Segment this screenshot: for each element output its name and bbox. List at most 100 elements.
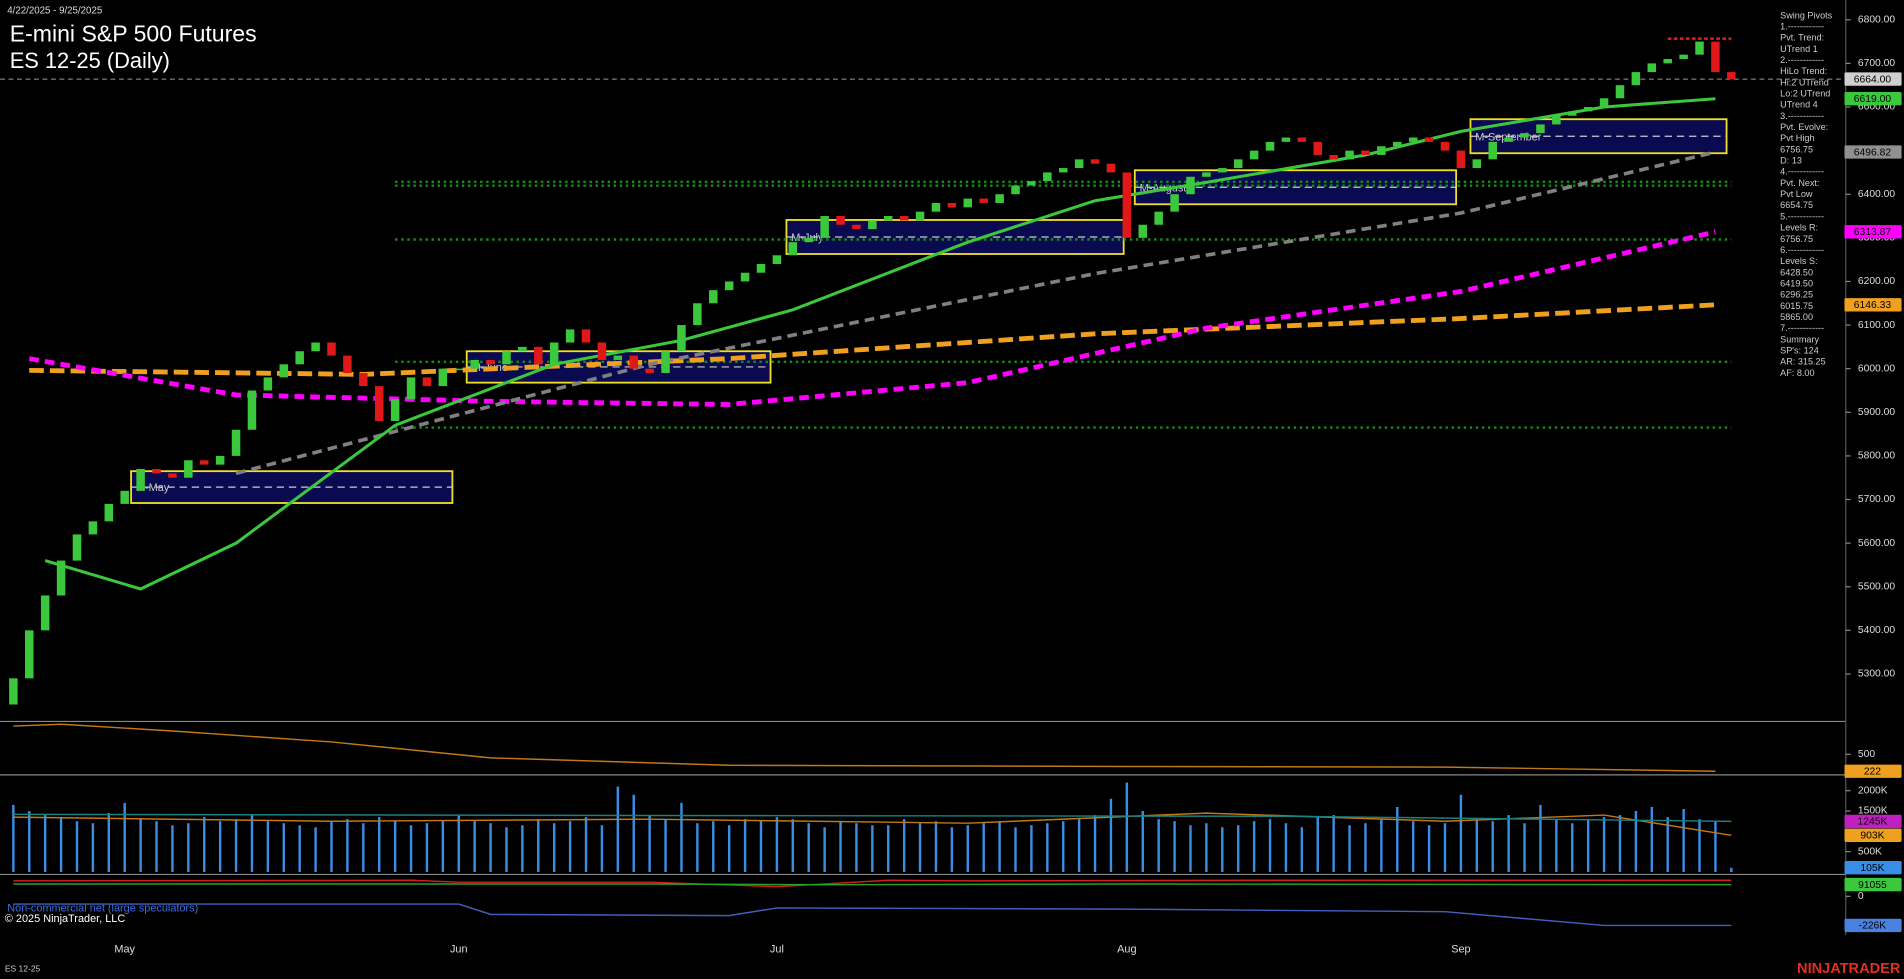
- series-line: [29, 302, 1716, 377]
- volume-bar: [1475, 819, 1479, 872]
- candle: [374, 386, 384, 422]
- volume-bar: [759, 821, 763, 872]
- candle: [1090, 159, 1100, 164]
- candle: [1043, 172, 1052, 182]
- volume-bar: [1396, 806, 1399, 872]
- candle: [438, 368, 448, 387]
- volume-bar: [1332, 815, 1335, 872]
- last-value-box: [1844, 918, 1902, 933]
- candle: [836, 216, 845, 225]
- volume-bar: [1062, 821, 1065, 872]
- info-line: 4.------------: [1780, 167, 1824, 177]
- volume-bar: [123, 802, 126, 872]
- volume-bar: [918, 823, 922, 872]
- info-line: HiLo Trend:: [1780, 66, 1827, 76]
- volume-bar: [823, 827, 826, 872]
- volume-bar: [1046, 823, 1049, 872]
- volume-bar: [1555, 819, 1558, 872]
- candle: [422, 377, 432, 387]
- volume-bar: [664, 819, 667, 872]
- candle: [963, 198, 973, 208]
- volume-bar: [1523, 823, 1526, 872]
- candle: [88, 521, 98, 535]
- y-tick-label: 6600.00: [1858, 102, 1896, 113]
- candle: [1552, 115, 1561, 125]
- candle: [868, 220, 877, 230]
- volume-bar: [1157, 819, 1160, 872]
- candle: [295, 351, 304, 365]
- candle: [406, 377, 416, 400]
- volume-bar: [1586, 819, 1590, 872]
- candle: [502, 351, 511, 365]
- cot-label: Non-commercial net (large speculators): [7, 902, 198, 914]
- y-tick-label: 1500K: [1858, 806, 1888, 817]
- volume-bar: [187, 823, 190, 872]
- y-tick-label: 5800.00: [1858, 451, 1896, 462]
- info-line: Levels R:: [1780, 223, 1818, 233]
- volume-bar: [250, 815, 254, 872]
- info-line: UTrend 1: [1780, 44, 1818, 54]
- info-line: Swing Pivots: [1780, 10, 1833, 20]
- last-value-box: [1844, 764, 1902, 778]
- series-line: [44, 97, 1716, 591]
- volume-bar: [934, 821, 938, 872]
- volume-bar: [1427, 825, 1431, 872]
- candle: [979, 198, 988, 203]
- volume-bar: [568, 821, 572, 872]
- volume-bar: [393, 821, 397, 872]
- candle: [136, 468, 145, 491]
- info-line: 6756.75: [1780, 234, 1813, 244]
- candle: [995, 194, 1004, 203]
- candle: [104, 503, 114, 522]
- candle: [915, 211, 925, 221]
- candle: [1568, 111, 1577, 116]
- x-tick-label: Jul: [770, 944, 784, 956]
- volume-bar: [43, 815, 47, 872]
- brand: NINJATRADER: [1797, 961, 1901, 977]
- candle: [1329, 154, 1338, 160]
- candle: [1011, 185, 1020, 195]
- volume-bar: [28, 811, 31, 872]
- candle: [390, 399, 400, 422]
- candle: [343, 355, 352, 374]
- volume-bar: [616, 786, 620, 872]
- info-line: 1.------------: [1780, 22, 1824, 32]
- candle: [1424, 137, 1434, 142]
- volume-bar: [330, 821, 333, 872]
- volume-bar: [346, 819, 349, 872]
- volume-bar: [1714, 821, 1717, 872]
- x-tick-label: Aug: [1117, 944, 1136, 956]
- info-line: Levels S:: [1780, 256, 1817, 266]
- info-line: 6756.75: [1780, 144, 1813, 154]
- candle: [899, 216, 909, 221]
- candle: [327, 342, 336, 356]
- candle: [1138, 224, 1148, 238]
- volume-bar: [457, 815, 460, 872]
- info-line: SP's: 124: [1780, 345, 1819, 355]
- volume-bar: [1443, 823, 1447, 872]
- candle: [1170, 194, 1179, 212]
- y-tick-label: 6800.00: [1858, 14, 1896, 25]
- volume-bar: [1539, 804, 1542, 872]
- volume-bar: [982, 823, 985, 872]
- candle: [120, 490, 129, 504]
- x-tick-label: May: [114, 944, 135, 956]
- last-value-label: 6664.00: [1854, 74, 1892, 85]
- candle: [72, 534, 82, 561]
- volume-bar: [871, 825, 874, 872]
- y-tick-label: 5600.00: [1858, 538, 1896, 549]
- last-value-label: 222: [1864, 767, 1881, 778]
- volume-bar: [1380, 819, 1383, 872]
- candle: [724, 281, 734, 291]
- volume-bar: [1125, 782, 1129, 872]
- volume-bar: [1571, 823, 1574, 872]
- candle: [852, 224, 861, 230]
- candle: [1361, 150, 1370, 155]
- candle: [1202, 172, 1211, 177]
- volume-bar: [1348, 825, 1351, 872]
- candle: [1393, 141, 1402, 147]
- candle: [199, 460, 209, 465]
- candle: [1456, 150, 1466, 169]
